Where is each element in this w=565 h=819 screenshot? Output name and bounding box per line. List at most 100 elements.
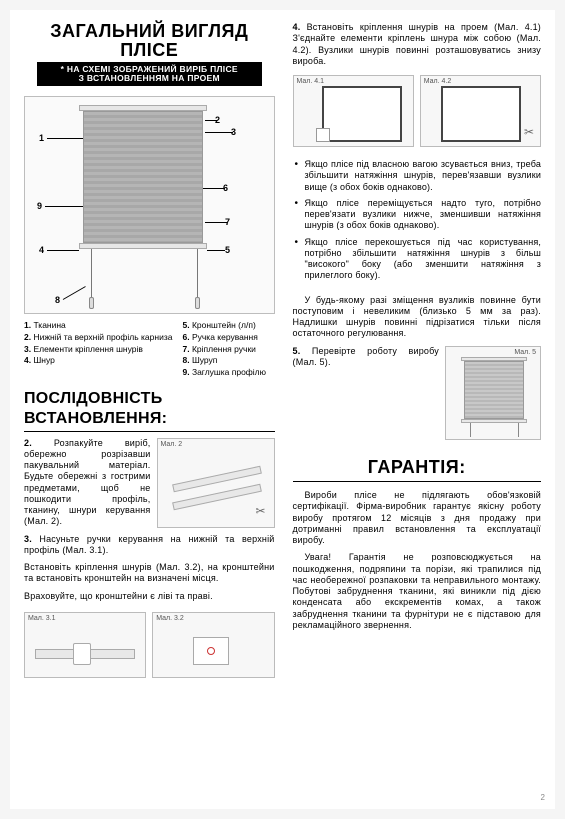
legend-num: 8. (182, 355, 189, 365)
sequence-heading: ПОСЛІДОВНІСТЬ ВСТАНОВЛЕННЯ: (24, 389, 275, 432)
legend-item: 5. Кронштейн (л/п) (182, 320, 266, 331)
step-4-text: 4. Встановіть кріплення шнурів на проем … (293, 22, 542, 67)
legend-text: Кронштейн (л/п) (192, 320, 256, 330)
diagram-cord-right (197, 249, 198, 299)
step-number: 4. (293, 22, 301, 32)
legend-text: Ручка керування (192, 332, 258, 342)
adjustment-bullets: Якщо плісе під власною вагою зсувається … (293, 159, 542, 287)
step-3-p1: 3. Насуньте ручки керування на нижній та… (24, 534, 275, 557)
scissors-icon: ✂ (524, 125, 534, 140)
adjustment-note: У будь-якому разі зміщення вузликів пови… (293, 295, 542, 340)
warranty-p2: Увага! Гарантія не розповсюджується на п… (293, 552, 542, 631)
legend-text: Тканина (33, 320, 65, 330)
figure-3-1: Мал. 3.1 (24, 612, 146, 678)
warranty-heading: ГАРАНТІЯ: (293, 456, 542, 483)
figure-label: Мал. 3.2 (156, 615, 184, 624)
bullet-item: Якщо плісе перекошується під час користу… (293, 237, 542, 282)
step-2-text: 2. Розпакуйте виріб, обережно розрізавши… (24, 438, 151, 528)
figure-2: Мал. 2 ✂ (157, 438, 275, 528)
figure-4-2: Мал. 4.2 ✂ (420, 75, 541, 147)
legend-item: 8. Шуруп (182, 355, 266, 366)
subtitle-line2: З ВСТАНОВЛЕННЯМ НА ПРОЕМ (41, 74, 258, 83)
legend-col-right: 5. Кронштейн (л/п) 6. Ручка керування 7.… (182, 320, 266, 378)
legend-text: Шуруп (192, 355, 217, 365)
legend-num: 1. (24, 320, 31, 330)
legend-col-left: 1. Тканина 2. Нижній та верхній профіль … (24, 320, 172, 378)
callout-4: 4 (39, 245, 44, 256)
figure-3-2: Мал. 3.2 (152, 612, 274, 678)
figure-5: Мал. 5 (445, 346, 541, 440)
legend-item: 6. Ручка керування (182, 332, 266, 343)
step-5-text: 5. Перевірте роботу виробу (Мал. 5). (293, 346, 440, 369)
fig41-bracket (316, 128, 330, 142)
step-number: 5. (293, 346, 301, 356)
step-2-row: 2. Розпакуйте виріб, обережно розрізавши… (24, 438, 275, 528)
diagram-bottom-rail (79, 243, 207, 249)
diagram-knob-right (195, 297, 200, 309)
left-column: ЗАГАЛЬНИЙ ВИГЛЯД ПЛІСЕ * НА СХЕМІ ЗОБРАЖ… (10, 10, 283, 809)
legend-num: 3. (24, 344, 31, 354)
instruction-page: ЗАГАЛЬНИЙ ВИГЛЯД ПЛІСЕ * НА СХЕМІ ЗОБРАЖ… (10, 10, 555, 809)
step-body: Перевірте роботу виробу (Мал. 5). (293, 346, 440, 367)
legend-text: Нижній та верхній профіль карниза (33, 332, 172, 342)
callout-line-7 (205, 222, 227, 223)
legend-text: Шнур (33, 355, 54, 365)
diagram-fabric (83, 111, 203, 243)
callout-line-6 (203, 188, 225, 189)
callout-line-1 (47, 138, 83, 139)
callout-9: 9 (37, 201, 42, 212)
legend-num: 7. (182, 344, 189, 354)
step-3-p3: Враховуйте, що кронштейни є ліві та прав… (24, 591, 275, 602)
callout-1: 1 (39, 133, 44, 144)
fig5-cord-r (518, 423, 519, 437)
diagram-legend: 1. Тканина 2. Нижній та верхній профіль … (24, 320, 275, 378)
legend-num: 2. (24, 332, 31, 342)
fig5-cord-l (470, 423, 471, 437)
callout-line-9 (45, 206, 83, 207)
figure-label: Мал. 3.1 (28, 615, 56, 624)
callout-line-2 (205, 120, 217, 121)
bullet-item: Якщо плісе під власною вагою зсувається … (293, 159, 542, 193)
subtitle-black-box: * НА СХЕМІ ЗОБРАЖЕНИЙ ВИРІБ ПЛІСЕ З ВСТА… (37, 62, 262, 87)
diagram-cord-left (91, 249, 92, 299)
step-body: Встановіть кріплення шнурів на проем (Ма… (293, 22, 542, 66)
right-column: 4. Встановіть кріплення шнурів на проем … (283, 10, 556, 809)
figure-3-row: Мал. 3.1 Мал. 3.2 (24, 612, 275, 678)
legend-item: 7. Кріплення ручки (182, 344, 266, 355)
figure-4-row: Мал. 4.1 Мал. 4.2 ✂ (293, 75, 542, 147)
legend-num: 6. (182, 332, 189, 342)
legend-item: 2. Нижній та верхній профіль карниза (24, 332, 172, 343)
step-5-row: 5. Перевірте роботу виробу (Мал. 5). Мал… (293, 346, 542, 440)
step-number: 3. (24, 534, 32, 544)
figure-label: Мал. 2 (161, 441, 183, 450)
legend-num: 4. (24, 355, 31, 365)
main-diagram: 1 2 3 4 5 6 7 8 9 (24, 96, 275, 314)
scissors-icon: ✂ (255, 504, 265, 519)
step-number: 2. (24, 438, 32, 448)
fig5-fabric (464, 361, 524, 419)
legend-item: 4. Шнур (24, 355, 172, 366)
callout-5: 5 (225, 245, 230, 256)
legend-num: 9. (182, 367, 189, 377)
legend-num: 5. (182, 320, 189, 330)
callout-line-4 (47, 250, 79, 251)
callout-8: 8 (55, 295, 60, 306)
step-body: Насуньте ручки керування на нижній та ве… (24, 534, 275, 555)
diagram-knob-left (89, 297, 94, 309)
step-3-p2: Встановіть кріплення шнурів (Мал. 3.2), … (24, 562, 275, 585)
page-number: 2 (541, 793, 545, 803)
legend-text: Елементи кріплення шнурів (33, 344, 142, 354)
legend-item: 9. Заглушка профілю (182, 367, 266, 378)
main-title: ЗАГАЛЬНИЙ ВИГЛЯД ПЛІСЕ (24, 22, 275, 60)
fig41-window (322, 86, 402, 142)
legend-text: Кріплення ручки (192, 344, 256, 354)
bullet-item: Якщо плісе переміщується надто туго, пот… (293, 198, 542, 232)
fig31-handle (73, 643, 91, 665)
warranty-p1: Вироби плісе не підлягають обов'язковій … (293, 490, 542, 546)
callout-line-8 (63, 287, 86, 301)
figure-4-1: Мал. 4.1 (293, 75, 414, 147)
fig42-window (441, 86, 521, 142)
figure-label: Мал. 4.1 (297, 78, 325, 87)
legend-text: Заглушка профілю (192, 367, 266, 377)
legend-item: 3. Елементи кріплення шнурів (24, 344, 172, 355)
